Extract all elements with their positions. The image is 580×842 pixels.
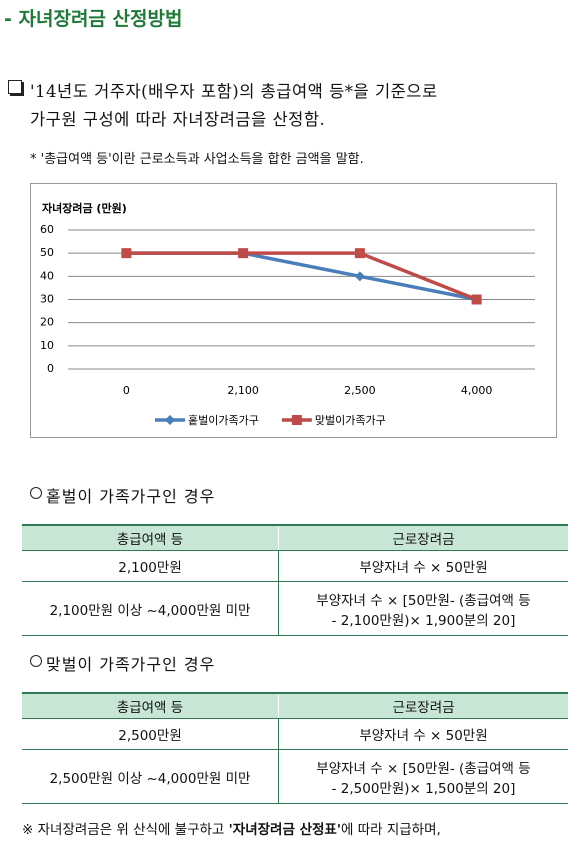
cell: 부양자녀 수 × 50만원 bbox=[278, 718, 568, 750]
section-heading: 맞벌이 가족가구인 경우 bbox=[26, 651, 215, 675]
header-cell: 근로장려금 bbox=[278, 524, 568, 551]
note: * '총급여액 등'이란 근로소득과 사업소득을 합한 금액을 말함. bbox=[30, 152, 364, 167]
marker bbox=[238, 248, 249, 259]
title: - 자녀장려금 산정방법 bbox=[4, 8, 183, 30]
row: 2,100만원 이상 ~4,000만원 미만 부양자녀 수 × [50만원- (총… bbox=[22, 581, 568, 636]
cell: 2,500만원 이상 ~4,000만원 미만 bbox=[22, 749, 279, 804]
table: 총급여액 등 근로장려금 2,100만원 부양자녀 수 × 50만원 2,100만원… bbox=[22, 524, 568, 636]
row: 2,500만원 부양자녀 수 × 50만원 bbox=[22, 718, 568, 750]
cell: 부양자녀 수 × [50만원- (총급여액 등 - 2,100만원)× 1,900… bbox=[278, 581, 568, 636]
header-cell: 근로장려금 bbox=[278, 692, 568, 719]
marker bbox=[354, 271, 365, 282]
circle-bullet bbox=[30, 655, 42, 667]
marker bbox=[291, 415, 302, 425]
cell: 2,500만원 bbox=[22, 718, 279, 750]
heading-text: 홑벌이 가족가구인 경우 bbox=[46, 487, 216, 506]
cell: 부양자녀 수 × [50만원- (총급여액 등 - 2,500만원)× 1,500… bbox=[278, 749, 568, 804]
intro-line: '14년도 거주자(배우자 포함)의 총급여액 등*을 기준으로 bbox=[30, 82, 438, 101]
y-tick-label: 20 bbox=[40, 316, 54, 329]
footer-emphasis: '자녀장려금 산정표' bbox=[228, 822, 341, 838]
legend-label: 맞벌이가족가구 bbox=[315, 414, 386, 427]
heading-text: 맞벌이 가족가구인 경우 bbox=[46, 655, 216, 674]
chart: 자녀장려금 (만원) 0 10 20 30 40 50 60 0 2,100 2,500 4,000… bbox=[30, 183, 557, 438]
y-tick-label: 40 bbox=[40, 269, 54, 282]
footer-text: ※ 자녀장려금은 위 산식에 불구하고 bbox=[22, 822, 229, 838]
chart-frame bbox=[30, 183, 557, 438]
cell: 2,100만원 이상 ~4,000만원 미만 bbox=[22, 581, 279, 636]
y-tick-label: 0 bbox=[47, 362, 54, 375]
x-tick-label: 4,000 bbox=[461, 384, 493, 397]
header-row: 총급여액 등 근로장려금 bbox=[22, 692, 568, 719]
circle-bullet bbox=[30, 487, 42, 499]
section-heading: 홑벌이 가족가구인 경우 bbox=[26, 483, 215, 507]
intro-line: 가구원 구성에 따라 자녀장려금을 산정함. bbox=[30, 110, 326, 129]
cell-line: 부양자녀 수 × [50만원- (총급여액 등 bbox=[316, 592, 531, 609]
y-axis-label: 자녀장려금 (만원) bbox=[42, 201, 127, 215]
cell-line: - 2,500만원)× 1,500분의 20] bbox=[331, 780, 516, 797]
header-cell: 총급여액 등 bbox=[22, 692, 279, 719]
cell: 부양자녀 수 × 50만원 bbox=[278, 550, 568, 582]
legend-label: 홑벌이가족가구 bbox=[188, 414, 259, 427]
x-tick-label: 0 bbox=[123, 384, 130, 397]
footer-text: 에 따라 지급하며, bbox=[340, 822, 441, 838]
x-tick-label: 2,500 bbox=[344, 384, 376, 397]
footer: ※ 자녀장려금은 위 산식에 불구하고 '자녀장려금 산정표'에 따라 지급하며… bbox=[22, 818, 441, 838]
row: 2,500만원 이상 ~4,000만원 미만 부양자녀 수 × [50만원- (총… bbox=[22, 749, 568, 804]
cell: 2,100만원 bbox=[22, 550, 279, 582]
y-tick-label: 30 bbox=[40, 293, 54, 306]
table: 총급여액 등 근로장려금 2,500만원 부양자녀 수 × 50만원 2,500만원… bbox=[22, 692, 568, 804]
row: 2,100만원 부양자녀 수 × 50만원 bbox=[22, 550, 568, 582]
cell-line: - 2,100만원)× 1,900분의 20] bbox=[331, 612, 516, 629]
header-cell: 총급여액 등 bbox=[22, 524, 279, 551]
x-tick-label: 2,100 bbox=[227, 384, 259, 397]
header-row: 총급여액 등 근로장려금 bbox=[22, 524, 568, 551]
y-tick-label: 60 bbox=[40, 223, 54, 236]
marker bbox=[354, 248, 365, 259]
series-line bbox=[126, 251, 478, 302]
checkbox-bullet bbox=[8, 80, 22, 94]
marker bbox=[165, 415, 175, 425]
y-tick-label: 10 bbox=[40, 339, 54, 352]
marker bbox=[471, 294, 482, 305]
marker bbox=[121, 248, 132, 259]
cell-line: 부양자녀 수 × [50만원- (총급여액 등 bbox=[316, 760, 531, 777]
y-tick-label: 50 bbox=[40, 246, 54, 259]
